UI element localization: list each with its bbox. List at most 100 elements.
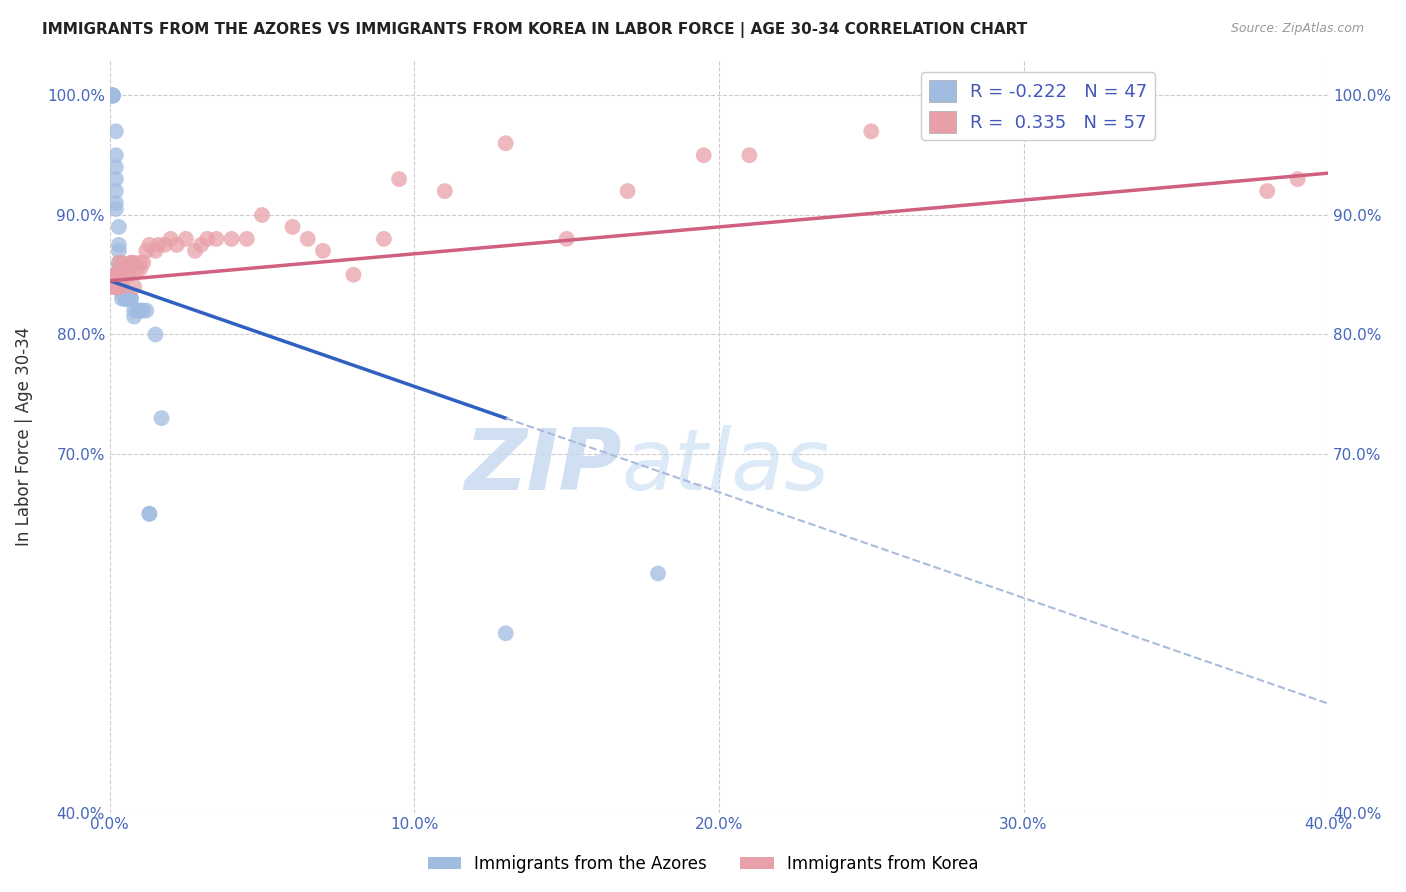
Point (101, 88, 124, 103)
Point (108, 219, 131, 234)
Point (114, 292, 136, 306)
Point (122, 310, 145, 324)
Point (145, 244, 167, 258)
Point (114, 268, 136, 282)
Point (122, 279, 145, 293)
Y-axis label: In Labor Force | Age 30-34: In Labor Force | Age 30-34 (15, 326, 32, 546)
Point (101, 88, 124, 103)
Point (111, 279, 134, 293)
Point (195, 232, 218, 246)
Point (205, 232, 228, 246)
Point (111, 285, 134, 300)
Point (433, 184, 456, 198)
Point (117, 292, 139, 306)
Point (108, 268, 131, 282)
Point (114, 261, 136, 276)
Point (120, 256, 142, 270)
Legend: Immigrants from the Azores, Immigrants from Korea: Immigrants from the Azores, Immigrants f… (420, 848, 986, 880)
Point (150, 411, 173, 425)
Point (159, 232, 181, 246)
Point (129, 303, 152, 318)
Point (104, 279, 127, 293)
Point (108, 256, 131, 270)
Point (120, 292, 142, 306)
Point (101, 88, 124, 103)
Point (117, 268, 139, 282)
Point (101, 279, 124, 293)
Point (101, 88, 124, 103)
Point (122, 256, 145, 270)
Point (135, 244, 157, 258)
Point (104, 184, 127, 198)
Point (104, 160, 127, 174)
Point (101, 88, 124, 103)
Point (127, 261, 149, 276)
Point (101, 279, 124, 293)
Point (104, 279, 127, 293)
Point (104, 196, 127, 211)
Point (129, 303, 152, 318)
Point (132, 303, 155, 318)
Point (120, 256, 142, 270)
Point (138, 237, 160, 252)
Point (145, 327, 167, 342)
Point (108, 261, 131, 276)
Point (342, 268, 364, 282)
Point (647, 566, 669, 581)
Point (153, 237, 176, 252)
Point (138, 507, 160, 521)
Text: Source: ZipAtlas.com: Source: ZipAtlas.com (1230, 22, 1364, 36)
Point (1256, 184, 1278, 198)
Point (138, 507, 160, 521)
Point (132, 256, 155, 270)
Point (129, 256, 152, 270)
Point (114, 292, 136, 306)
Point (104, 148, 127, 162)
Point (495, 626, 517, 640)
Point (495, 136, 517, 151)
Point (281, 219, 304, 234)
Point (114, 285, 136, 300)
Point (111, 285, 134, 300)
Point (108, 244, 131, 258)
Point (104, 124, 127, 138)
Point (221, 232, 243, 246)
Point (120, 292, 142, 306)
Point (297, 232, 319, 246)
Point (117, 292, 139, 306)
Point (236, 232, 259, 246)
Text: IMMIGRANTS FROM THE AZORES VS IMMIGRANTS FROM KOREA IN LABOR FORCE | AGE 30-34 C: IMMIGRANTS FROM THE AZORES VS IMMIGRANTS… (42, 22, 1028, 38)
Point (108, 268, 131, 282)
Point (738, 148, 761, 162)
Point (148, 237, 170, 252)
Point (104, 268, 127, 282)
Point (117, 268, 139, 282)
Point (166, 237, 188, 252)
Point (373, 232, 395, 246)
Text: ZIP: ZIP (464, 425, 621, 508)
Point (108, 279, 131, 293)
Legend: R = -0.222   N = 47, R =  0.335   N = 57: R = -0.222 N = 47, R = 0.335 N = 57 (921, 72, 1154, 140)
Text: atlas: atlas (621, 425, 830, 508)
Point (190, 237, 212, 252)
Point (184, 244, 207, 258)
Point (101, 279, 124, 293)
Point (111, 292, 134, 306)
Point (860, 124, 883, 138)
Point (108, 237, 131, 252)
Point (117, 292, 139, 306)
Point (111, 279, 134, 293)
Point (312, 244, 335, 258)
Point (135, 303, 157, 318)
Point (114, 292, 136, 306)
Point (108, 279, 131, 293)
Point (616, 184, 638, 198)
Point (122, 303, 145, 318)
Point (127, 303, 149, 318)
Point (250, 208, 273, 222)
Point (555, 232, 578, 246)
Point (111, 279, 134, 293)
Point (129, 261, 152, 276)
Point (108, 274, 131, 288)
Point (174, 232, 197, 246)
